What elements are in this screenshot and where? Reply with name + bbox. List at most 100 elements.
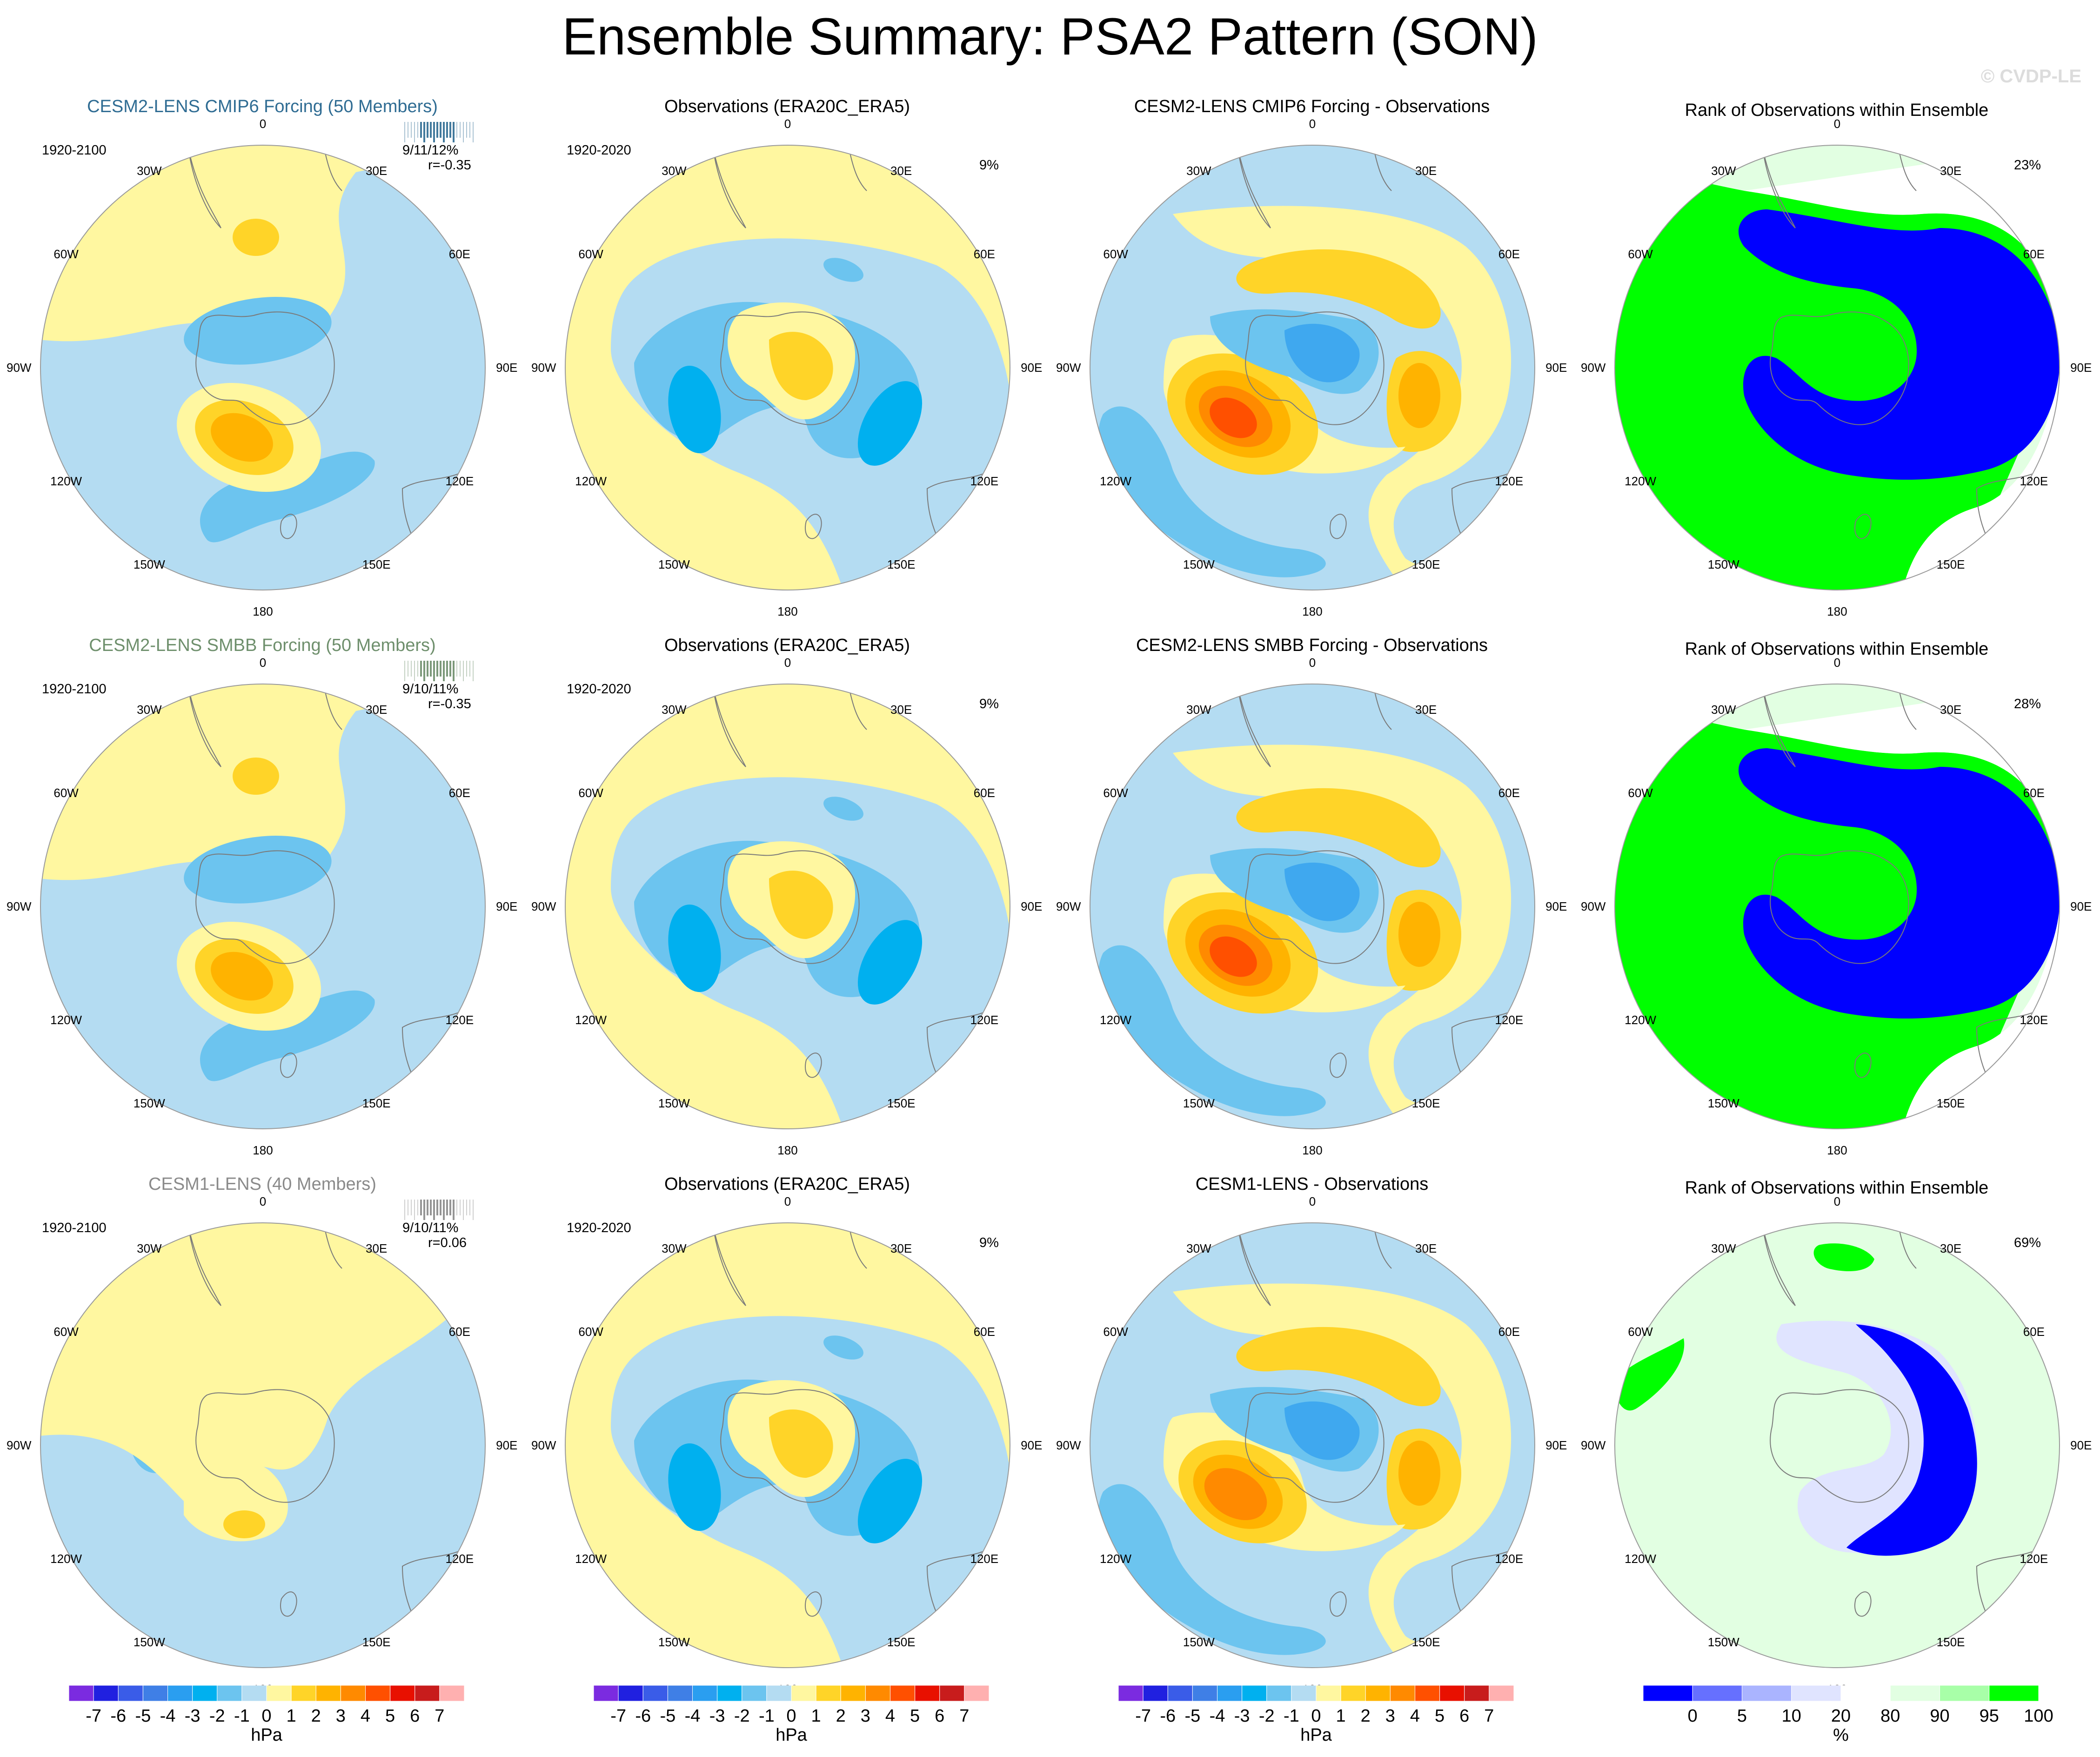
longitude-label: 120W bbox=[50, 1552, 82, 1566]
south-america-outline bbox=[188, 148, 221, 228]
polar-map bbox=[40, 122, 486, 590]
high-pressure-north bbox=[1236, 788, 1441, 868]
low-pressure-arc bbox=[200, 451, 375, 543]
colorbar-swatch bbox=[717, 1685, 742, 1702]
longitude-label: 30W bbox=[1186, 164, 1211, 178]
colorbar-swatch bbox=[266, 1685, 292, 1702]
longitude-label: 150W bbox=[133, 1096, 165, 1110]
longitude-label: 120E bbox=[970, 1552, 999, 1566]
longitude-label: 150E bbox=[1936, 1096, 1965, 1110]
low-pressure-center-west bbox=[668, 365, 721, 454]
colorbar-swatch bbox=[1242, 1685, 1267, 1702]
longitude-label: 0 bbox=[1309, 116, 1316, 131]
map-boundary bbox=[40, 1222, 486, 1668]
new-zealand-outline bbox=[805, 1591, 822, 1617]
panel-rank-row-3: Rank of Observations within Ensemble 69% 0… bbox=[1574, 1169, 2099, 1709]
colorbar-tick-label: 4 bbox=[1410, 1706, 1420, 1726]
colorbar-tick-label: 5 bbox=[1737, 1706, 1747, 1726]
percent-variance: 9% bbox=[979, 697, 999, 711]
colorbar-swatch bbox=[939, 1685, 965, 1702]
longitude-label: 180 bbox=[777, 1143, 798, 1158]
longitude-label: 30W bbox=[662, 703, 687, 717]
panel-ensemble-row-2: CESM2-LENS SMBB Forcing (50 Members) 1920… bbox=[0, 630, 525, 1170]
longitude-label: 30E bbox=[1940, 164, 1962, 178]
antarctica-outline bbox=[1770, 850, 1909, 964]
colorbar-tick-label: 3 bbox=[861, 1706, 870, 1726]
high-pressure-north bbox=[1236, 249, 1441, 329]
longitude-label: 90W bbox=[531, 361, 556, 375]
colorbar-tick-label: -1 bbox=[234, 1706, 250, 1726]
longitude-label: 150W bbox=[133, 1635, 165, 1649]
low-pressure-center-east bbox=[857, 920, 923, 1005]
rank-low-region bbox=[1846, 1324, 1977, 1556]
polar-map bbox=[40, 661, 486, 1129]
colorbar-swatch bbox=[291, 1685, 316, 1702]
longitude-label: 150W bbox=[1183, 1635, 1215, 1649]
colorbar-hpa-1: -7 -6 -5 -4 -3 -2 -1 0 1 2 3 4 5 6 7 hPa bbox=[68, 1685, 465, 1745]
colorbar-swatch bbox=[93, 1685, 119, 1702]
longitude-label: 30W bbox=[137, 164, 162, 178]
longitude-label: 0 bbox=[1309, 655, 1316, 670]
longitude-label: 60E bbox=[973, 247, 996, 261]
period-label: 1920-2020 bbox=[567, 143, 631, 158]
colorbar-tick-label: 20 bbox=[1831, 1706, 1851, 1726]
antarctica-outline bbox=[1245, 850, 1384, 964]
new-zealand-outline bbox=[1854, 1053, 1872, 1078]
colorbar-tick-label: -6 bbox=[635, 1706, 651, 1726]
longitude-label: 180 bbox=[253, 604, 273, 619]
positive-anomaly-arc bbox=[1173, 1283, 1535, 1668]
colorbar-tick-label: -3 bbox=[185, 1706, 201, 1726]
colorbar-swatch bbox=[840, 1685, 866, 1702]
longitude-label: 0 bbox=[1309, 1194, 1316, 1208]
colorbar-tick-label: -5 bbox=[135, 1706, 151, 1726]
longitude-label: 120E bbox=[1495, 1552, 1524, 1566]
longitude-label: 120E bbox=[445, 1013, 474, 1027]
longitude-label: 150W bbox=[1707, 557, 1739, 571]
new-zealand-outline bbox=[1854, 1591, 1872, 1617]
south-america-outline bbox=[188, 1226, 221, 1306]
period-label: 1920-2100 bbox=[42, 682, 107, 697]
longitude-label: 90W bbox=[1580, 1438, 1606, 1452]
longitude-label: 30E bbox=[366, 164, 388, 178]
longitude-label: 30E bbox=[1940, 703, 1962, 717]
colorbar-tick-label: -7 bbox=[86, 1706, 101, 1726]
longitude-label: 30E bbox=[1415, 164, 1437, 178]
negative-anomaly-region bbox=[40, 684, 485, 1129]
longitude-label: 120W bbox=[1100, 1013, 1132, 1027]
longitude-label: 90E bbox=[1545, 361, 1567, 375]
longitude-label: 90E bbox=[496, 1438, 518, 1452]
colorbar-tick-label: 2 bbox=[1361, 1706, 1371, 1726]
longitude-label: 30W bbox=[1711, 1241, 1736, 1256]
longitude-label: 60W bbox=[1103, 1324, 1128, 1339]
new-zealand-outline bbox=[805, 514, 822, 539]
longitude-label: 120E bbox=[970, 474, 999, 489]
colorbar-swatch bbox=[890, 1685, 916, 1702]
panel-title: CESM1-LENS (40 Members) bbox=[148, 1174, 376, 1194]
member-distribution-ticks bbox=[404, 1200, 474, 1220]
colorbar-swatch bbox=[1643, 1685, 1693, 1702]
longitude-label: 120E bbox=[970, 1013, 999, 1027]
longitude-label: 60E bbox=[1498, 1324, 1520, 1339]
panel-title: Observations (ERA20C_ERA5) bbox=[664, 636, 910, 655]
panel-title: Observations (ERA20C_ERA5) bbox=[664, 97, 910, 116]
longitude-label: 90E bbox=[1021, 1438, 1043, 1452]
longitude-label: 30W bbox=[1711, 703, 1736, 717]
colorbar-swatch bbox=[217, 1685, 242, 1702]
colorbar-tick-label: 4 bbox=[885, 1706, 895, 1726]
longitude-label: 30W bbox=[662, 1241, 687, 1256]
longitude-label: 120E bbox=[2020, 1552, 2048, 1566]
longitude-label: 120E bbox=[2020, 1013, 2048, 1027]
new-zealand-outline bbox=[1330, 514, 1347, 539]
low-pressure-arc bbox=[200, 990, 375, 1081]
longitude-label: 150E bbox=[1411, 557, 1440, 571]
positive-anomaly-arc bbox=[1173, 206, 1535, 590]
longitude-label: 150E bbox=[887, 1096, 916, 1110]
longitude-label: 120E bbox=[1495, 474, 1524, 489]
longitude-label: 0 bbox=[784, 116, 791, 131]
longitude-label: 150E bbox=[362, 1096, 391, 1110]
longitude-label: 150W bbox=[1183, 557, 1215, 571]
colorbar-swatch bbox=[593, 1685, 619, 1702]
map-boundary bbox=[1614, 145, 2060, 590]
longitude-label: 0 bbox=[259, 655, 267, 670]
colorbar-swatch bbox=[642, 1685, 668, 1702]
